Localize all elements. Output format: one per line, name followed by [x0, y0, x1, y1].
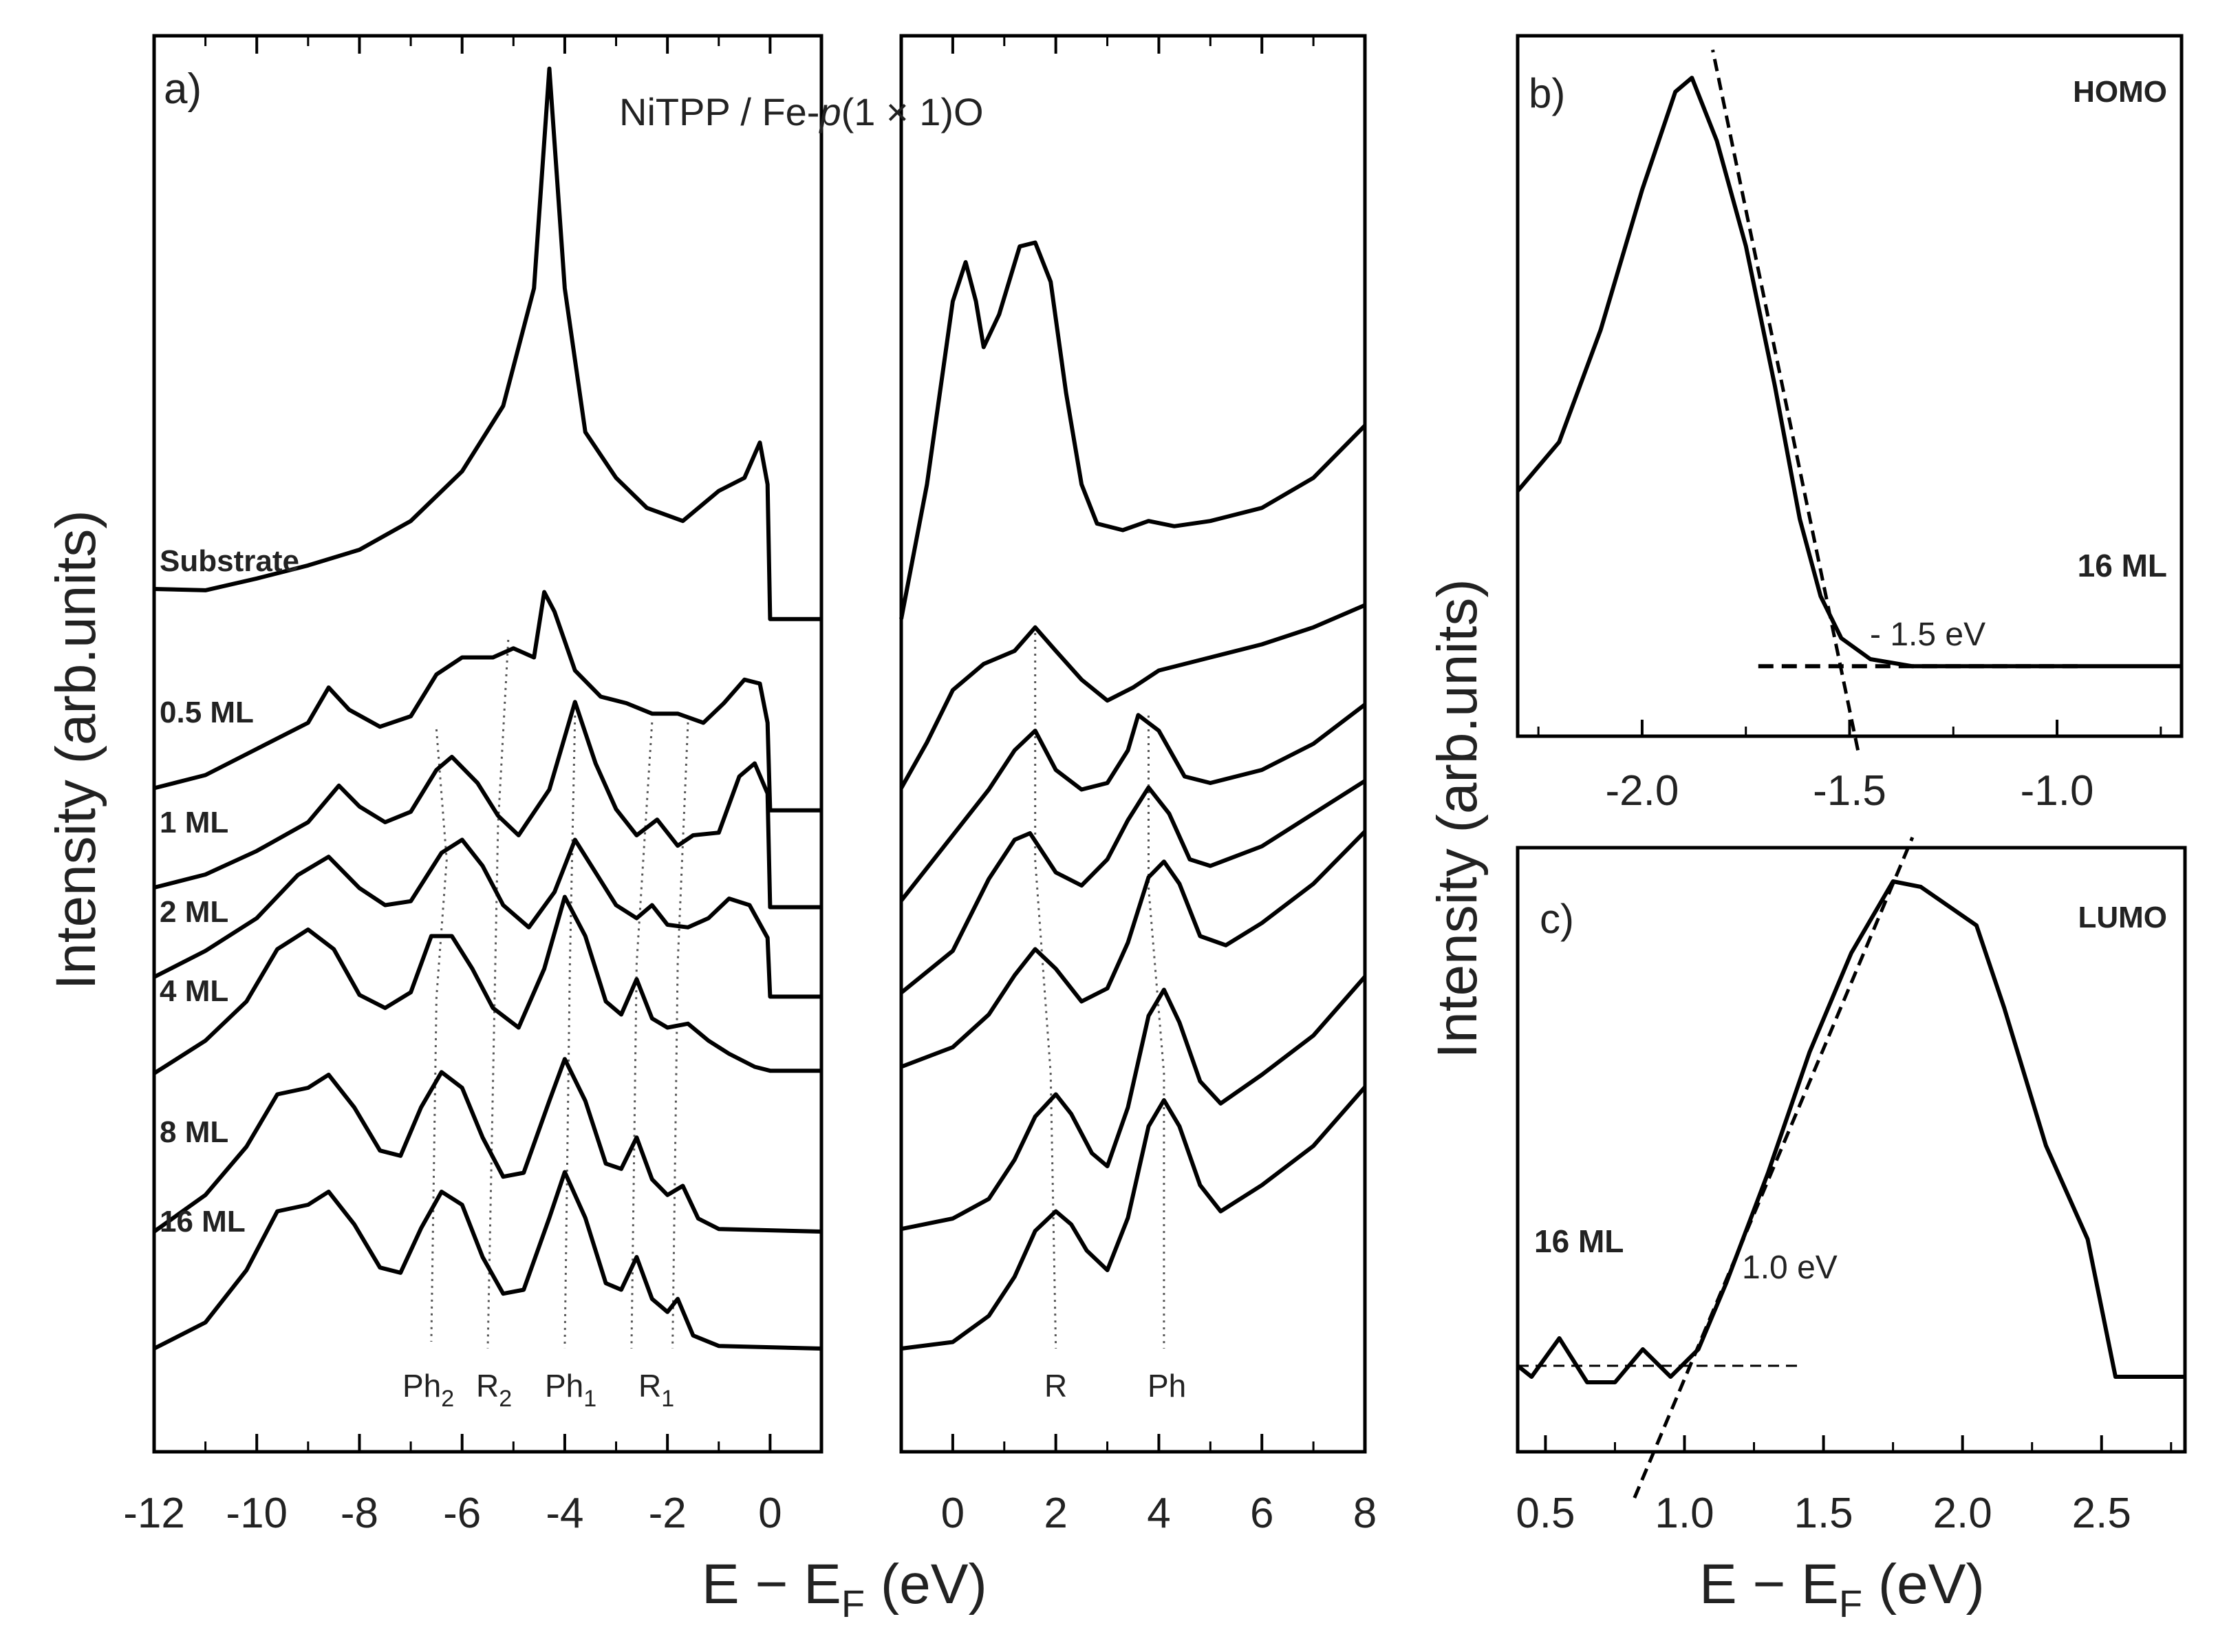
tick-label-left: -10	[226, 1490, 288, 1537]
tick-label-right: 0	[941, 1490, 965, 1537]
panel-b-label: b)	[1529, 70, 1565, 116]
panel-a-right-frame	[899, 34, 1367, 1454]
curve-right-4	[900, 830, 1367, 1069]
curve-right-6	[901, 1086, 1367, 1351]
curve-left-3	[153, 837, 821, 999]
series-label: Substrate	[160, 544, 299, 578]
tick-label-right: 8	[1353, 1490, 1377, 1537]
panel-a-axes: -12 -10 -8 -6 -4 -2 0 0 2 4 6 8	[123, 36, 1377, 1537]
series-label: 4 ML	[160, 974, 228, 1008]
marker-r: R	[1044, 1368, 1067, 1404]
tick-label-left: 0	[758, 1490, 782, 1537]
curve-left-2	[153, 700, 821, 910]
curve-right-0	[899, 240, 1367, 620]
panel-a-series-labels: Substrate 0.5 ML 1 ML 2 ML 4 ML 8 ML 16 ML	[160, 544, 299, 1238]
curve-left-5	[153, 1057, 822, 1234]
curve-right-5	[901, 975, 1367, 1232]
panel-c-frame	[1516, 846, 2187, 1454]
series-label: 0.5 ML	[160, 696, 254, 729]
tick-label-c: 1.0	[1655, 1490, 1714, 1537]
panel-c-lines	[1516, 837, 2185, 1499]
panel-c-series-label: 16 ML	[1534, 1223, 1624, 1259]
tick-label-c: 2.0	[1933, 1490, 1992, 1537]
tick-label-left: -6	[443, 1490, 481, 1537]
guide-left	[486, 639, 510, 1349]
panel-a-ylabel: Intensity (arb.units)	[45, 510, 107, 989]
series-label: 2 ML	[160, 895, 228, 929]
tick-label-left: -12	[123, 1490, 185, 1537]
curve-left-4	[153, 894, 821, 1075]
panel-c-title: LUMO	[2078, 901, 2167, 934]
panel-a-label: a)	[164, 65, 202, 113]
tick-label-left: -4	[546, 1490, 583, 1537]
tick-label-left: -8	[341, 1490, 378, 1537]
tick-label-right: 2	[1044, 1490, 1067, 1537]
panel-b-onset-label: - 1.5 eV	[1870, 616, 1985, 653]
guide-left	[671, 722, 689, 1349]
marker-r2: R2	[476, 1368, 512, 1412]
marker-ph1: Ph1	[545, 1368, 596, 1412]
curve-right-2	[899, 702, 1366, 902]
curve-right-1	[899, 603, 1366, 789]
panel-c: 0.5 1.0 1.5 2.0 2.5 c) LUMO 16 ML 1.0 eV	[1516, 837, 2187, 1537]
panel-c-onset-label: 1.0 eV	[1742, 1249, 1838, 1286]
tick-label-right: 4	[1147, 1490, 1170, 1537]
lumo-curve	[1516, 879, 2185, 1384]
homo-tangent	[1711, 49, 1860, 751]
panel-b-series-label: 16 ML	[2078, 548, 2167, 583]
tick-label-c: 2.5	[2072, 1490, 2131, 1537]
panel-b: -2.0 -1.5 -1.0 b) HOMO 16 ML - 1.5 eV	[1516, 34, 2184, 815]
panel-b-axes: -2.0 -1.5 -1.0	[1537, 720, 2162, 815]
curve-left-1	[153, 590, 821, 813]
panel-b-title: HOMO	[2073, 75, 2167, 109]
series-label: 8 ML	[160, 1115, 228, 1149]
curve-left-6	[153, 1170, 822, 1351]
tick-label-c: 0.5	[1516, 1490, 1575, 1537]
curve-right-3	[900, 779, 1366, 995]
panel-b-lines	[1516, 49, 2182, 751]
tick-label-b: -1.5	[1813, 767, 1886, 815]
guide-left	[630, 722, 654, 1349]
marker-ph2: Ph2	[402, 1368, 454, 1412]
panel-a-curves	[153, 66, 1367, 1351]
panel-bc-ylabel: Intensity (arb.units)	[1426, 579, 1489, 1058]
guide-left	[430, 729, 448, 1342]
guide-left	[563, 715, 577, 1349]
panel-c-axes: 0.5 1.0 1.5 2.0 2.5	[1516, 1435, 2173, 1537]
tick-label-left: -2	[649, 1490, 687, 1537]
panel-c-label: c)	[1540, 896, 1574, 942]
panel-a-xlabel: E − EF (eV)	[702, 1553, 987, 1625]
guide-right	[1148, 716, 1165, 1349]
panel-a-left-frame	[152, 34, 823, 1454]
panel-bc-xlabel: E − EF (eV)	[1699, 1553, 1985, 1625]
tick-label-b: -2.0	[1606, 767, 1679, 815]
lumo-tangent	[1633, 837, 1915, 1499]
tick-label-right: 6	[1250, 1490, 1273, 1537]
marker-r1: R1	[638, 1368, 674, 1412]
panel-a-title: NiTPP / Fe-p(1 × 1)O	[619, 90, 984, 133]
series-label: 1 ML	[160, 806, 228, 839]
curve-left-0	[153, 66, 821, 621]
marker-ph: Ph	[1148, 1368, 1186, 1404]
panel-a: -12 -10 -8 -6 -4 -2 0 0 2 4 6 8 Substrate 0.5 ML 1 ML…	[45, 34, 1377, 1625]
series-label: 16 ML	[160, 1205, 246, 1238]
tick-label-b: -1.0	[2021, 767, 2094, 815]
tick-label-c: 1.5	[1794, 1490, 1853, 1537]
